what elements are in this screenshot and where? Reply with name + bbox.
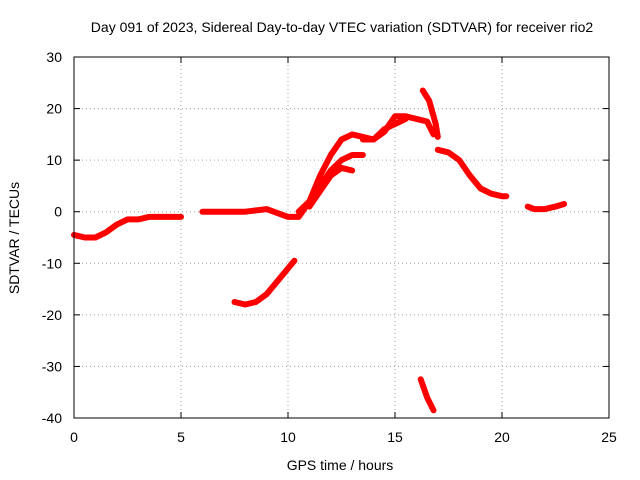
series-arc-8 xyxy=(434,146,510,200)
y-axis-label: SDTVAR / TECUs xyxy=(6,182,22,294)
grid xyxy=(74,57,609,418)
y-tick-label: -30 xyxy=(42,358,62,374)
series-arc-4 xyxy=(306,164,356,210)
x-tick-label: 0 xyxy=(70,429,78,445)
y-tick-label: -20 xyxy=(42,307,62,323)
chart-title: Day 091 of 2023, Sidereal Day-to-day VTE… xyxy=(91,19,594,35)
y-tick-label: -10 xyxy=(42,255,62,271)
series-arc-6 xyxy=(231,257,298,308)
x-tick-label: 10 xyxy=(280,429,296,445)
series-arc-1 xyxy=(71,213,184,241)
y-tick-label: 10 xyxy=(46,152,62,168)
series-arc-7 xyxy=(419,87,441,140)
series-arc-9 xyxy=(417,376,437,414)
series-arc-10 xyxy=(524,201,568,213)
x-axis-label: GPS time / hours xyxy=(287,457,394,473)
y-tick-label: 30 xyxy=(46,49,62,65)
x-tick-label: 15 xyxy=(387,429,403,445)
series-arc-5 xyxy=(359,115,409,143)
plot-frame xyxy=(73,56,610,419)
x-tick-label: 25 xyxy=(601,429,617,445)
series-arc-2 xyxy=(199,113,437,220)
axis-ticks: 0 5 10 15 20 25 -40 -30 -20 -10 0 10 20 30 xyxy=(42,49,617,445)
x-tick-label: 5 xyxy=(177,429,185,445)
data-series xyxy=(71,87,568,414)
x-tick-label: 20 xyxy=(494,429,510,445)
y-tick-label: 0 xyxy=(54,204,62,220)
y-tick-label: -40 xyxy=(42,410,62,426)
y-tick-label: 20 xyxy=(46,101,62,117)
